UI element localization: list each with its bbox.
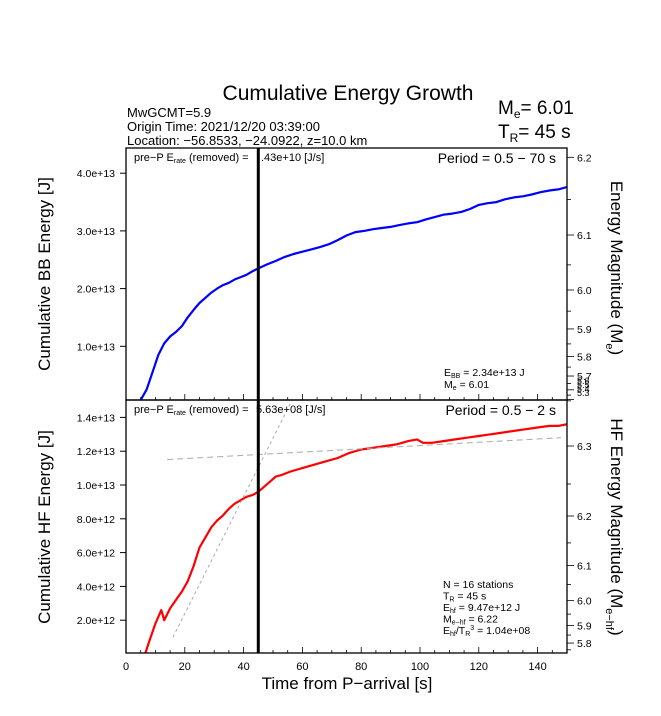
info-line-mw: MwGCMT=5.9 [127, 105, 211, 120]
y-tick-label: 4.0e+13 [77, 168, 115, 180]
info-line-origin-time: Origin Time: 2021/12/20 03:39:00 [127, 119, 320, 134]
hf-stat-line: Ehf = 9.47e+12 J [443, 602, 520, 615]
bb-series [139, 185, 567, 400]
x-tick-label: 0 [123, 661, 129, 673]
y2-tick-label: 5.8 [577, 352, 592, 364]
bb-plot-frame [125, 147, 568, 401]
y2-tick-label: 5.3 [577, 388, 590, 398]
x-tick-label: 140 [528, 661, 546, 673]
bb-me-label: Me = 6.01 [444, 379, 489, 392]
y2-tick-label: 6.3 [577, 441, 592, 453]
x-tick-label: 100 [411, 661, 429, 673]
y-tick-label: 1.0e+13 [77, 341, 115, 353]
fit-line [172, 400, 293, 638]
y2-tick-label: 5.9 [577, 620, 592, 632]
y-tick-label: 1.4e+13 [77, 412, 115, 424]
y2-tick-label: 6.1 [577, 561, 592, 573]
y-tick-label: 2.0e+12 [77, 615, 115, 627]
bb-y-ticks: 1.0e+13 2.0e+13 3.0e+13 4.0e+13 [77, 168, 126, 353]
bb-y2-axis-label: Energy Magnitude (Me) [603, 181, 626, 355]
bb-ebb-label: EBB = 2.34e+13 J [444, 367, 525, 380]
y-tick-label: 1.0e+13 [77, 480, 115, 492]
y2-tick-label: 6.2 [577, 152, 592, 164]
y2-tick-label: 5.7 [577, 371, 592, 383]
hf-x-ticks: 0 20 40 60 80 100 120 140 [123, 647, 568, 673]
y-tick-label: 3.0e+13 [77, 226, 115, 238]
y2-tick-label: 6.0 [577, 285, 592, 297]
x-tick-label: 120 [470, 661, 488, 673]
y2-tick-label: 5.6 [577, 376, 590, 386]
header-tr: TR= 45 s [498, 122, 571, 145]
hf-period-label: Period = 0.5 − 2 s [445, 402, 556, 418]
hf-energy-panel: 2.0e+12 4.0e+12 6.0e+12 8.0e+12 1.0e+13 1.2e+… [35, 399, 626, 693]
y-tick-label: 2.0e+13 [77, 284, 115, 296]
hf-plot-frame [125, 399, 568, 654]
energy-curve [144, 423, 567, 653]
y2-tick-label: 6.0 [577, 596, 592, 608]
x-tick-label: 20 [179, 661, 191, 673]
hf-stat-line: Me−hf = 6.22 [443, 614, 498, 627]
hf-magnitude-axis: 5.8 5.9 6.0 6.1 6.2 6.3 [567, 400, 592, 651]
y-tick-label: 4.0e+12 [77, 581, 115, 593]
bb-energy-panel: 1.0e+13 2.0e+13 3.0e+13 4.0e+13 5.7 5.8 5.9 6.… [35, 147, 626, 401]
y2-tick-label: 6.1 [577, 230, 592, 242]
y-tick-label: 8.0e+12 [77, 514, 115, 526]
energy-curve [139, 185, 567, 400]
bb-period-label: Period = 0.5 − 70 s [438, 150, 556, 166]
y2-tick-label: 6.2 [577, 511, 592, 523]
x-tick-label: 40 [237, 661, 249, 673]
y2-tick-label: 5.8 [577, 638, 592, 650]
x-tick-label: 80 [355, 661, 367, 673]
x-tick-label: 60 [296, 661, 308, 673]
hf-prep-rate-value: 5.63e+08 [J/s] [256, 404, 325, 416]
y2-tick-label: 5.5 [577, 380, 590, 390]
bb-magnitude-axis: 5.7 5.8 5.9 6.0 6.1 6.2 5.65.55.45.3 [567, 152, 592, 401]
hf-prep-rate-label: pre−P Erate (removed) = [134, 404, 249, 417]
y2-tick-label: 5.9 [577, 324, 592, 336]
hf-y2-axis-label: HF Energy Magnitude (Me−hf) [603, 418, 626, 635]
hf-series [144, 400, 567, 653]
y-tick-label: 1.2e+13 [77, 446, 115, 458]
hf-stat-line: N = 16 stations [443, 579, 513, 591]
bb-prep-rate-label: pre−P Erate (removed) = [134, 152, 249, 165]
bb-y-axis-label: Cumulative BB Energy [J] [35, 177, 54, 371]
info-line-location: Location: −56.8533, −24.0922, z=10.0 km [127, 133, 367, 148]
bb-prep-rate-value: .43e+10 [J/s] [261, 152, 324, 164]
y2-tick-label: 5.4 [577, 384, 590, 394]
y-tick-label: 6.0e+12 [77, 548, 115, 560]
hf-y-ticks: 2.0e+12 4.0e+12 6.0e+12 8.0e+12 1.0e+13 1.2e+… [77, 412, 126, 627]
hf-stat-line: TR = 45 s [443, 591, 486, 604]
hf-stat-line: Ehf/TR3 = 1.04e+08 [443, 625, 530, 638]
x-axis-label: Time from P−arrival [s] [262, 674, 433, 693]
figure-title: Cumulative Energy Growth [223, 82, 474, 105]
bb-x-ticks [125, 394, 568, 400]
hf-y-axis-label: Cumulative HF Energy [J] [35, 430, 54, 624]
header-me: Me= 6.01 [498, 98, 574, 121]
fit-line [167, 437, 562, 461]
